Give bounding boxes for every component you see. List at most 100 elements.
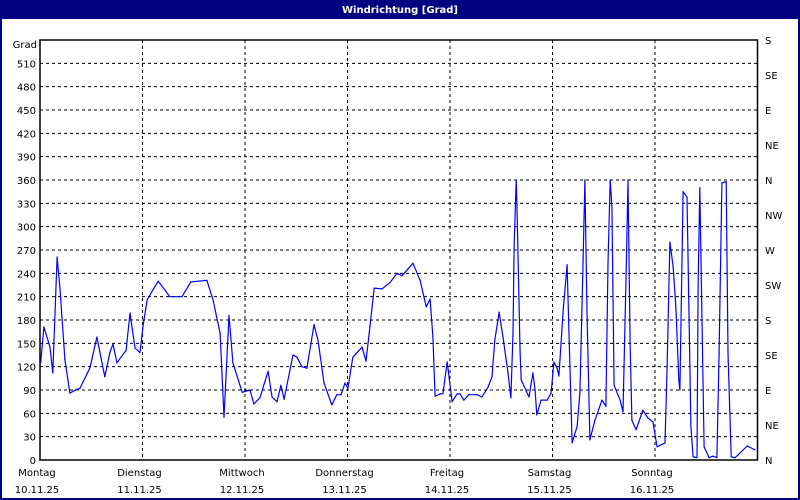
data-point: [613, 384, 615, 386]
data-point: [442, 393, 444, 395]
data-point: [512, 332, 514, 334]
data-point: [89, 367, 91, 369]
data-point: [181, 296, 183, 298]
data-point: [456, 393, 458, 395]
data-point: [556, 367, 558, 369]
y2-tick-label: N: [765, 176, 772, 187]
data-point: [699, 187, 701, 189]
data-point: [459, 393, 461, 395]
data-point: [582, 259, 584, 261]
y-tick-label: 180: [17, 316, 36, 327]
data-point: [301, 366, 303, 368]
data-point: [571, 442, 573, 444]
data-point: [669, 241, 671, 243]
x-tick-date: 15.11.25: [527, 485, 572, 496]
data-point: [494, 339, 496, 341]
data-point: [323, 382, 325, 384]
y-tick-label: 60: [23, 409, 36, 420]
data-point: [59, 286, 61, 288]
y-tick-label: 30: [23, 433, 36, 444]
data-point: [389, 282, 391, 284]
data-point: [49, 346, 51, 348]
data-point: [56, 256, 58, 258]
data-point: [112, 343, 114, 345]
data-point: [146, 299, 148, 301]
data-point: [439, 393, 441, 395]
data-point: [406, 269, 408, 271]
y-tick-label: 510: [17, 59, 36, 70]
data-point: [697, 285, 699, 288]
data-point: [647, 417, 649, 419]
data-point: [678, 379, 680, 381]
data-point: [116, 362, 118, 364]
y2-tick-label: NE: [765, 141, 779, 152]
series-line-winddirection: [40, 179, 756, 459]
data-point: [142, 326, 144, 328]
data-point: [228, 314, 230, 316]
data-point: [609, 179, 611, 181]
data-point: [64, 359, 66, 361]
data-point: [419, 279, 421, 281]
data-point: [586, 312, 588, 314]
data-point: [491, 376, 493, 378]
data-point: [429, 298, 431, 300]
data-point: [605, 405, 607, 407]
y-tick-label: 450: [17, 106, 36, 117]
y2-tick-label: S: [765, 36, 771, 47]
y-tick-label: 90: [23, 386, 36, 397]
data-point: [139, 352, 141, 354]
data-point: [412, 262, 414, 264]
data-point: [666, 366, 668, 368]
y2-tick-label: S: [765, 316, 771, 327]
data-point: [562, 309, 564, 311]
data-point: [502, 336, 504, 338]
data-point: [576, 425, 578, 428]
data-point: [568, 329, 570, 331]
x-tick-date: 10.11.25: [15, 485, 60, 496]
data-point: [642, 409, 644, 411]
data-point: [104, 376, 106, 378]
data-point: [317, 339, 319, 341]
x-tick-day: Mittwoch: [219, 468, 264, 479]
y2-tick-label: SW: [765, 281, 781, 292]
y2-tick-label: SE: [765, 351, 778, 362]
data-point: [134, 347, 136, 349]
data-point: [721, 182, 723, 184]
data-point: [513, 246, 515, 248]
data-point: [434, 395, 436, 397]
data-point: [696, 457, 698, 459]
data-point: [725, 180, 727, 183]
y2-tick-label: NW: [765, 211, 782, 222]
y-axis-label: Grad: [13, 40, 37, 51]
data-point: [306, 367, 308, 369]
data-point: [594, 419, 596, 421]
x-tick-day: Freitag: [430, 468, 464, 479]
y-tick-label: 240: [17, 269, 36, 280]
data-point: [109, 352, 111, 354]
data-point: [716, 457, 718, 459]
data-point: [340, 394, 342, 396]
data-point: [241, 391, 243, 393]
data-point: [361, 346, 363, 348]
x-tick-date: 11.11.25: [117, 485, 162, 496]
x-tick-day: Donnerstag: [315, 468, 373, 479]
data-point: [69, 392, 71, 394]
data-point: [271, 396, 273, 398]
x-tick-day: Dienstag: [117, 468, 162, 479]
data-point: [446, 361, 448, 363]
y2-tick-label: NE: [765, 421, 779, 432]
data-point: [550, 392, 552, 394]
data-point: [381, 288, 383, 290]
data-point: [463, 399, 465, 401]
data-point: [672, 266, 674, 268]
data-point: [584, 179, 586, 181]
data-point: [515, 179, 517, 181]
y-tick-label: 300: [17, 223, 36, 234]
data-point: [352, 356, 354, 358]
data-point: [686, 196, 688, 198]
y2-tick-label: W: [765, 246, 775, 257]
data-point: [534, 389, 536, 391]
data-point: [690, 425, 692, 428]
data-point: [607, 262, 609, 264]
y-tick-label: 480: [17, 83, 36, 94]
